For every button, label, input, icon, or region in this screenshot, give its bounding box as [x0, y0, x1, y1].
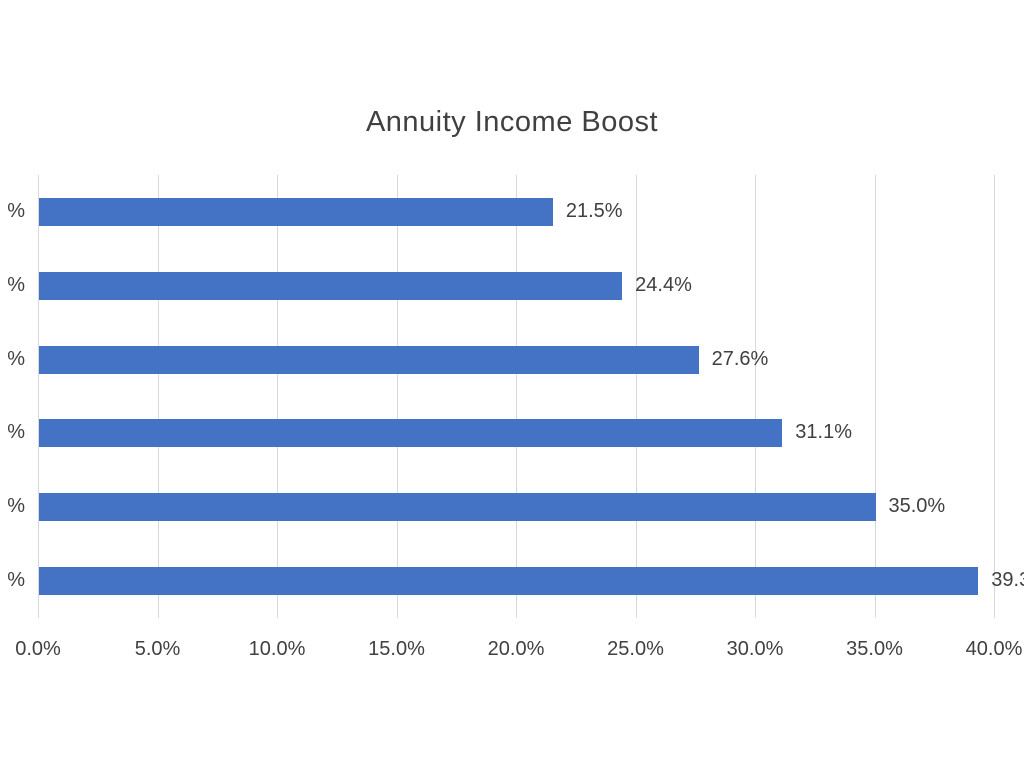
y-axis-category-label: % — [7, 347, 25, 370]
y-axis-category-label: % — [7, 495, 25, 518]
gridline — [994, 175, 995, 618]
gridline — [157, 175, 159, 618]
x-axis-tick-label: 5.0% — [134, 638, 181, 660]
y-axis-line — [38, 175, 39, 618]
x-axis-tick-label: 30.0% — [726, 638, 784, 660]
bar-segment — [39, 567, 979, 596]
y-axis-category-label: % — [7, 273, 25, 296]
x-axis-tick-label: 10.0% — [248, 638, 306, 660]
bar-data-label: 21.5% — [565, 199, 623, 222]
gridline — [396, 175, 398, 618]
gridline — [874, 175, 876, 618]
bar-data-label: 24.4% — [635, 273, 692, 296]
bar-segment — [39, 197, 553, 226]
bar-segment — [39, 345, 699, 374]
x-axis-tick-label: 0.0% — [15, 638, 61, 660]
gridline — [755, 175, 756, 618]
x-axis-tick-label: 15.0% — [368, 638, 425, 660]
bar-data-label: 31.1% — [795, 421, 852, 444]
x-axis-tick-label: 25.0% — [607, 638, 664, 660]
gridline — [635, 175, 637, 618]
x-axis-tick-label: 20.0% — [487, 638, 545, 660]
bar-data-label: 39.3 — [991, 569, 1024, 592]
bar-segment — [39, 419, 783, 448]
gridline — [277, 175, 278, 618]
x-axis-tick-label: 40.0% — [965, 638, 1023, 660]
y-axis-category-label: % — [7, 421, 25, 444]
gridline — [516, 175, 517, 618]
x-axis-tick-label: 35.0% — [846, 638, 903, 660]
bar-segment — [39, 271, 623, 300]
bar-data-label: 35.0% — [888, 495, 946, 518]
bar-data-label: 27.6% — [711, 347, 769, 370]
chart-title: Annuity Income Boost — [365, 106, 659, 138]
y-axis-category-label: % — [7, 569, 25, 592]
y-axis-category-label: % — [7, 199, 25, 222]
bar-segment — [39, 493, 876, 522]
